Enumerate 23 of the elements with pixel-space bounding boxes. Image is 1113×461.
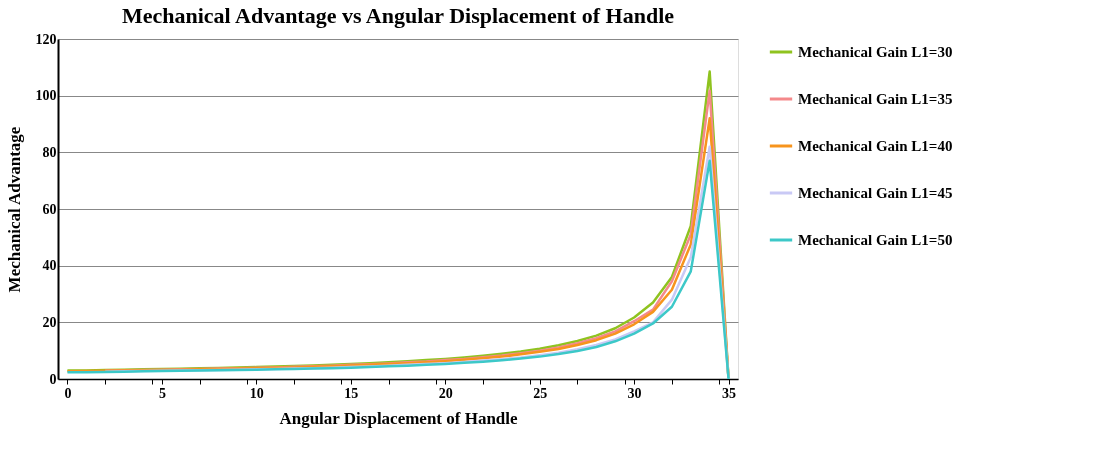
legend-label: Mechanical Gain L1=45 (798, 185, 953, 201)
x-tick-label: 15 (344, 385, 359, 401)
y-tick-label: 20 (42, 314, 57, 330)
legend-label: Mechanical Gain L1=35 (798, 91, 953, 107)
y-axis-title: Mechanical Advantage (4, 126, 24, 293)
x-tick-label: 25 (533, 385, 548, 401)
chart-title: Mechanical Advantage vs Angular Displacement of Handle (121, 3, 675, 28)
legend-label: Mechanical Gain L1=30 (798, 44, 953, 60)
y-tick-label: 100 (35, 88, 57, 104)
y-tick-label: 60 (42, 201, 57, 217)
y-tick-label: 80 (42, 144, 57, 160)
x-axis-title: Angular Displacement of Handle (279, 408, 519, 428)
x-tick-label: 20 (438, 385, 453, 401)
x-tick-label: 10 (249, 385, 264, 401)
y-tick-label: 120 (35, 31, 57, 47)
x-tick-label: 0 (64, 385, 72, 401)
y-tick-label: 0 (49, 371, 57, 387)
legend-label: Mechanical Gain L1=50 (798, 232, 953, 248)
x-tick-label: 30 (627, 385, 642, 401)
y-tick-label: 40 (42, 258, 57, 274)
legend-label: Mechanical Gain L1=40 (798, 138, 953, 154)
x-tick-label: 35 (722, 385, 737, 401)
x-tick-label: 5 (158, 385, 166, 401)
